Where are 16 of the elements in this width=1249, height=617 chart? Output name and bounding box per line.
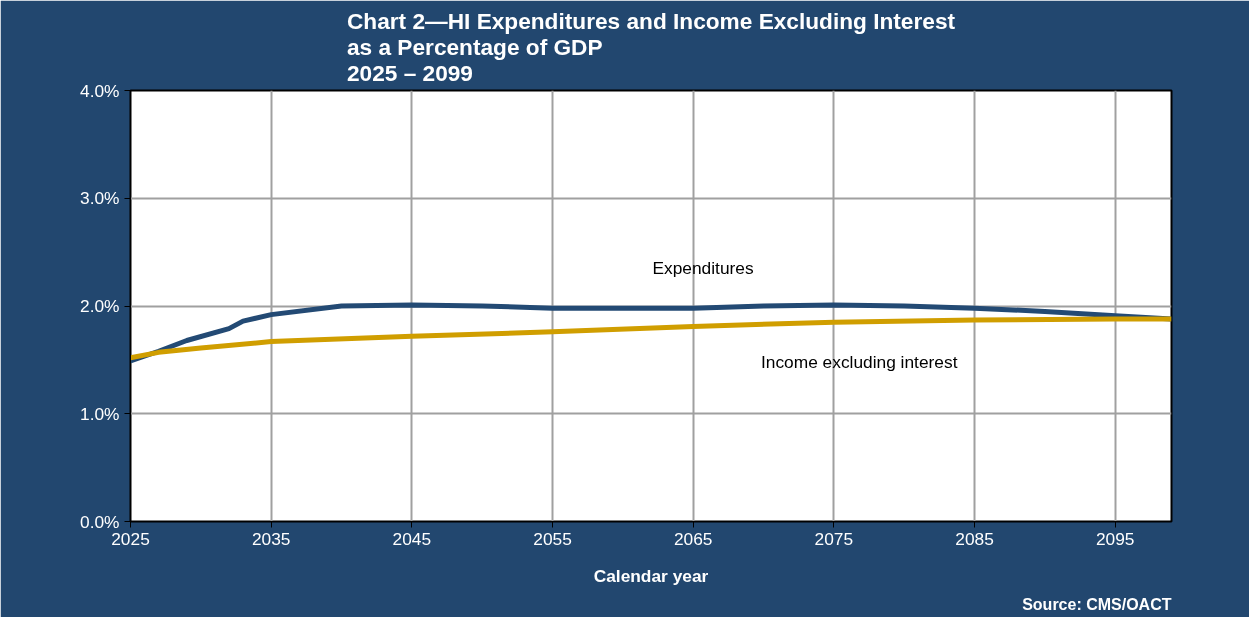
y-tick-label: 2.0% — [80, 296, 120, 316]
y-tick-label: 4.0% — [80, 80, 120, 101]
x-tick-label: 2075 — [814, 528, 854, 549]
x-tick-label: 2085 — [955, 528, 994, 549]
y-tick-label: 1.0% — [80, 403, 120, 424]
x-tick-label: 2095 — [1095, 528, 1135, 549]
source-note: Source: CMS/OACT — [1022, 595, 1172, 613]
series-label: Income excluding interest — [760, 352, 958, 373]
series-label: Expenditures — [652, 258, 754, 279]
chart-title: Chart 2—HI Expenditures and Income Excluding Interest as a Percentage of GDP 2025 – 2099 — [346, 7, 956, 86]
x-tick-label: 2065 — [673, 528, 713, 549]
y-tick-label: 3.0% — [80, 188, 120, 209]
x-tick-label: 2035 — [251, 528, 291, 549]
x-axis-title: Calendar year — [593, 565, 709, 586]
x-tick-label: 2055 — [533, 528, 572, 549]
x-tick-label: 2045 — [392, 528, 432, 549]
